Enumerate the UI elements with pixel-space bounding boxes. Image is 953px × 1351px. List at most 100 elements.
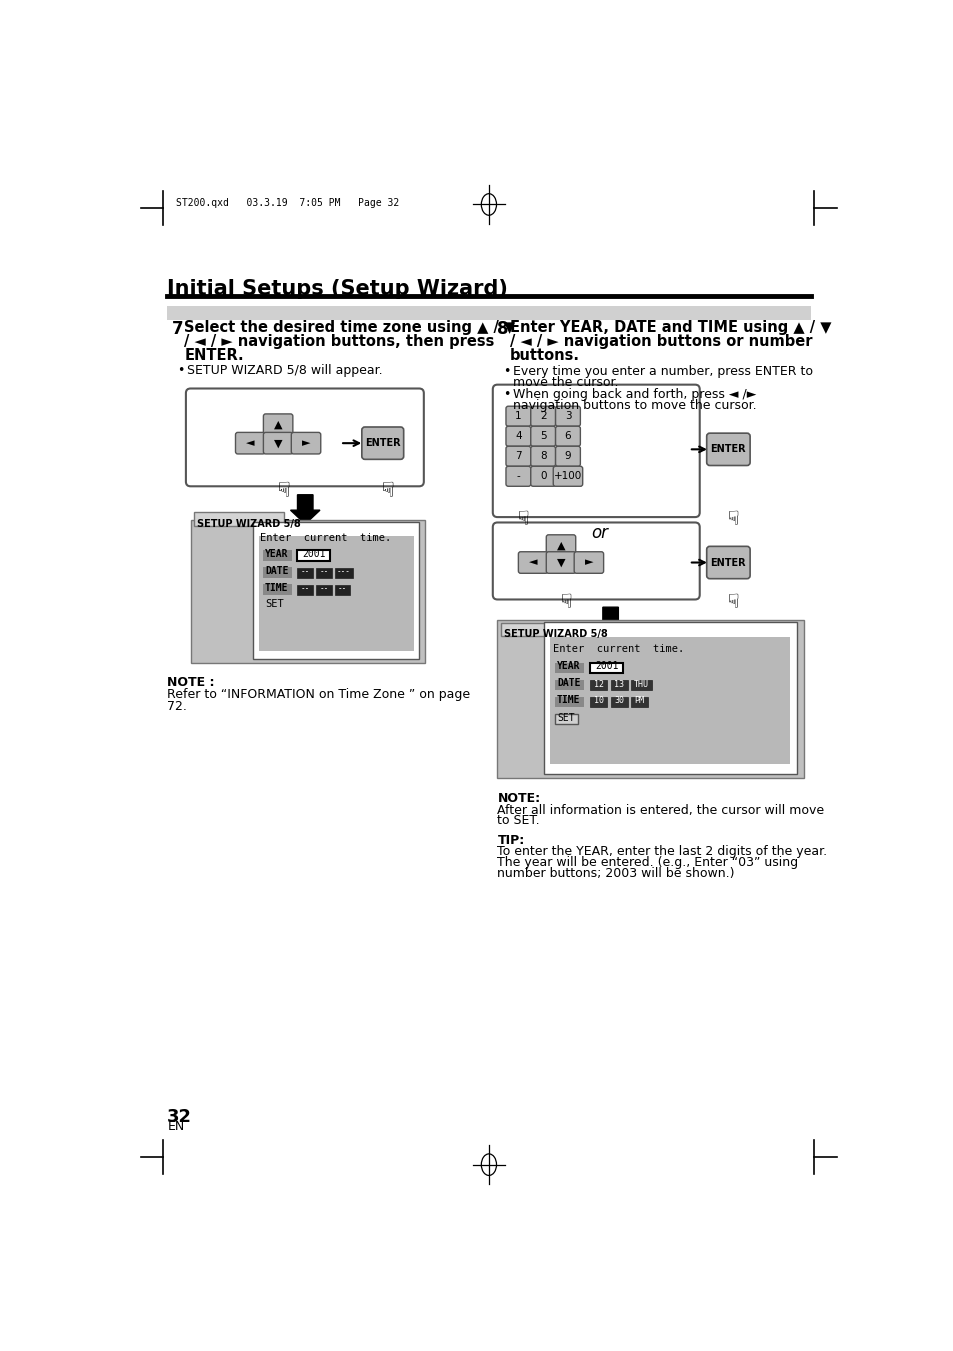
- FancyBboxPatch shape: [235, 432, 265, 454]
- Text: ☞: ☞: [553, 592, 572, 609]
- Text: NOTE :: NOTE :: [167, 677, 214, 689]
- FancyBboxPatch shape: [186, 389, 423, 486]
- Text: ◄: ◄: [528, 558, 537, 567]
- Text: ▼: ▼: [274, 438, 282, 449]
- Text: When going back and forth, press ◄ /►: When going back and forth, press ◄ /►: [513, 389, 756, 401]
- Text: Initial Setups (Setup Wizard): Initial Setups (Setup Wizard): [167, 280, 508, 299]
- Text: to SET.: to SET.: [497, 815, 539, 827]
- Text: NOTE:: NOTE:: [497, 792, 540, 805]
- Text: ☞: ☞: [270, 480, 290, 499]
- Text: SET: SET: [557, 713, 574, 723]
- Text: SET: SET: [265, 600, 283, 609]
- FancyBboxPatch shape: [258, 535, 414, 651]
- Text: ▲: ▲: [557, 540, 565, 551]
- FancyBboxPatch shape: [497, 620, 802, 778]
- Text: After all information is entered, the cursor will move: After all information is entered, the cu…: [497, 804, 823, 816]
- Text: ►: ►: [584, 558, 593, 567]
- FancyBboxPatch shape: [335, 585, 350, 594]
- FancyBboxPatch shape: [315, 585, 332, 594]
- FancyBboxPatch shape: [590, 681, 607, 690]
- FancyBboxPatch shape: [546, 535, 575, 557]
- Text: 13: 13: [614, 680, 623, 689]
- Text: --: --: [300, 567, 310, 576]
- Text: or: or: [591, 524, 608, 542]
- Text: 10: 10: [594, 697, 603, 705]
- Text: 1: 1: [515, 411, 521, 422]
- FancyBboxPatch shape: [706, 434, 749, 466]
- Text: The year will be entered. (e.g., Enter “03” using: The year will be entered. (e.g., Enter “…: [497, 857, 798, 869]
- Text: TIME: TIME: [265, 582, 288, 593]
- FancyBboxPatch shape: [530, 466, 555, 486]
- Text: navigation buttons to move the cursor.: navigation buttons to move the cursor.: [513, 400, 756, 412]
- FancyBboxPatch shape: [555, 407, 579, 426]
- Text: --: --: [337, 584, 347, 593]
- FancyBboxPatch shape: [555, 715, 578, 724]
- Text: move the cursor.: move the cursor.: [513, 376, 618, 389]
- Text: ENTER: ENTER: [365, 438, 400, 449]
- FancyBboxPatch shape: [550, 638, 790, 765]
- Text: 6: 6: [564, 431, 571, 442]
- FancyBboxPatch shape: [555, 426, 579, 446]
- Text: 2001: 2001: [302, 549, 325, 559]
- Text: ☞: ☞: [720, 508, 739, 526]
- Text: ☞: ☞: [374, 480, 394, 499]
- FancyBboxPatch shape: [262, 567, 292, 578]
- FancyBboxPatch shape: [253, 521, 418, 659]
- Text: number buttons; 2003 will be shown.): number buttons; 2003 will be shown.): [497, 867, 734, 880]
- Text: Select the desired time zone using ▲ / ▼: Select the desired time zone using ▲ / ▼: [184, 320, 515, 335]
- Text: -: -: [516, 471, 519, 481]
- FancyBboxPatch shape: [500, 623, 590, 636]
- Text: ENTER: ENTER: [710, 444, 745, 454]
- Text: To enter the YEAR, enter the last 2 digits of the year.: To enter the YEAR, enter the last 2 digi…: [497, 846, 826, 858]
- FancyBboxPatch shape: [193, 512, 283, 526]
- FancyBboxPatch shape: [505, 407, 530, 426]
- Text: +100: +100: [554, 471, 581, 481]
- Text: Every time you enter a number, press ENTER to: Every time you enter a number, press ENT…: [513, 365, 812, 378]
- Text: 7: 7: [172, 320, 183, 338]
- Text: DATE: DATE: [557, 678, 580, 688]
- FancyBboxPatch shape: [630, 697, 647, 708]
- Text: TIME: TIME: [557, 694, 580, 705]
- Text: 12: 12: [594, 680, 603, 689]
- Text: buttons.: buttons.: [509, 347, 579, 362]
- FancyBboxPatch shape: [590, 697, 607, 708]
- FancyBboxPatch shape: [297, 585, 313, 594]
- Text: ☞: ☞: [510, 508, 529, 526]
- FancyBboxPatch shape: [262, 550, 292, 561]
- Text: EN: EN: [167, 1120, 184, 1133]
- FancyBboxPatch shape: [555, 680, 583, 690]
- FancyArrow shape: [291, 494, 319, 524]
- Text: ---: ---: [336, 567, 351, 576]
- FancyBboxPatch shape: [530, 446, 555, 466]
- FancyBboxPatch shape: [361, 427, 403, 459]
- Text: --: --: [319, 584, 328, 593]
- Text: ▲: ▲: [274, 420, 282, 430]
- FancyBboxPatch shape: [610, 681, 627, 690]
- FancyBboxPatch shape: [263, 413, 293, 435]
- Text: ▼: ▼: [557, 558, 565, 567]
- FancyBboxPatch shape: [543, 621, 796, 774]
- FancyBboxPatch shape: [553, 466, 582, 486]
- FancyBboxPatch shape: [505, 466, 530, 486]
- Text: 8: 8: [497, 320, 508, 338]
- Text: Enter  current  time.: Enter current time.: [260, 534, 391, 543]
- Text: Refer to “INFORMATION on Time Zone ” on page: Refer to “INFORMATION on Time Zone ” on …: [167, 688, 470, 701]
- Text: Enter  current  time.: Enter current time.: [553, 644, 684, 654]
- Text: / ◄ / ► navigation buttons or number: / ◄ / ► navigation buttons or number: [509, 334, 812, 349]
- Text: 0: 0: [539, 471, 546, 481]
- Text: 2001: 2001: [595, 661, 618, 671]
- Text: / ◄ / ► navigation buttons, then press: / ◄ / ► navigation buttons, then press: [184, 334, 495, 349]
- FancyBboxPatch shape: [590, 662, 622, 673]
- Text: PM: PM: [634, 697, 643, 705]
- FancyBboxPatch shape: [530, 407, 555, 426]
- Text: Enter YEAR, DATE and TIME using ▲ / ▼: Enter YEAR, DATE and TIME using ▲ / ▼: [509, 320, 830, 335]
- Text: SETUP WIZARD 5/8 will appear.: SETUP WIZARD 5/8 will appear.: [187, 363, 383, 377]
- FancyBboxPatch shape: [574, 551, 603, 573]
- Text: 7: 7: [515, 451, 521, 461]
- FancyArrow shape: [596, 607, 624, 636]
- FancyBboxPatch shape: [315, 567, 332, 578]
- FancyBboxPatch shape: [630, 681, 652, 690]
- Text: ST200.qxd   03.3.19  7:05 PM   Page 32: ST200.qxd 03.3.19 7:05 PM Page 32: [175, 199, 398, 208]
- FancyBboxPatch shape: [517, 551, 547, 573]
- FancyBboxPatch shape: [555, 446, 579, 466]
